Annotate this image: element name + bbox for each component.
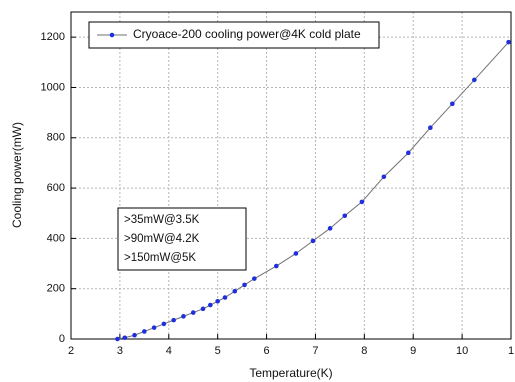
data-point: [252, 276, 257, 281]
annotation: >90mW@4.2K: [124, 233, 200, 245]
x-tick-label: 9: [410, 345, 416, 357]
data-point: [359, 199, 365, 205]
data-point: [190, 310, 196, 315]
data-point: [208, 302, 213, 308]
data-point: [132, 332, 137, 338]
data-point: [232, 288, 238, 294]
x-tick-label: 2: [68, 345, 74, 357]
y-axis-label: Cooling power(mW): [10, 122, 24, 228]
x-tick-label: 8: [361, 345, 367, 357]
data-point: [242, 282, 247, 288]
x-tick-label: 7: [312, 345, 318, 357]
x-tick-label: 6: [263, 345, 269, 357]
annotation: >35mW@3.5K: [124, 214, 200, 226]
data-point: [222, 295, 228, 300]
data-point: [342, 213, 348, 219]
data-point: [506, 39, 511, 45]
plot-frame: [70, 11, 512, 340]
x-tick-label: 3: [117, 345, 123, 357]
legend-marker: [109, 32, 115, 38]
data-point: [115, 336, 120, 342]
legend-label: Cryoace-200 cooling power@4K cold plate: [133, 27, 361, 41]
data-point: [200, 306, 206, 312]
y-tick-label: 800: [47, 132, 65, 144]
x-tick-label: 5: [215, 345, 221, 357]
data-point: [450, 101, 455, 107]
data-point: [310, 238, 316, 244]
x-tick-label: 1: [508, 345, 514, 357]
legend-box: [88, 21, 380, 49]
x-axis-label: Temperature(K): [249, 366, 332, 380]
data-point: [151, 325, 157, 330]
y-tick-label: 1200: [41, 31, 65, 43]
data-point: [181, 314, 186, 319]
data-point: [215, 298, 220, 304]
data-point: [327, 226, 333, 231]
data-point: [406, 150, 411, 156]
x-tick-label: 10: [456, 345, 468, 357]
y-tick-label: 400: [47, 232, 65, 244]
data-point: [161, 321, 167, 327]
data-point: [428, 125, 433, 131]
y-tick-label: 0: [59, 333, 65, 345]
data-point: [472, 77, 477, 83]
data-point: [142, 329, 147, 334]
series-line: [117, 41, 509, 340]
data-point: [122, 335, 128, 341]
y-tick-label: 1000: [41, 81, 65, 93]
data-point: [381, 174, 387, 180]
annotation-box: [117, 207, 247, 271]
data-point: [171, 317, 176, 323]
x-tick-label: 4: [166, 345, 172, 357]
y-tick-label: 200: [47, 283, 65, 295]
data-point: [293, 251, 299, 256]
y-tick-label: 600: [47, 182, 65, 194]
annotation: >150mW@5K: [124, 252, 196, 264]
data-point: [274, 263, 279, 269]
